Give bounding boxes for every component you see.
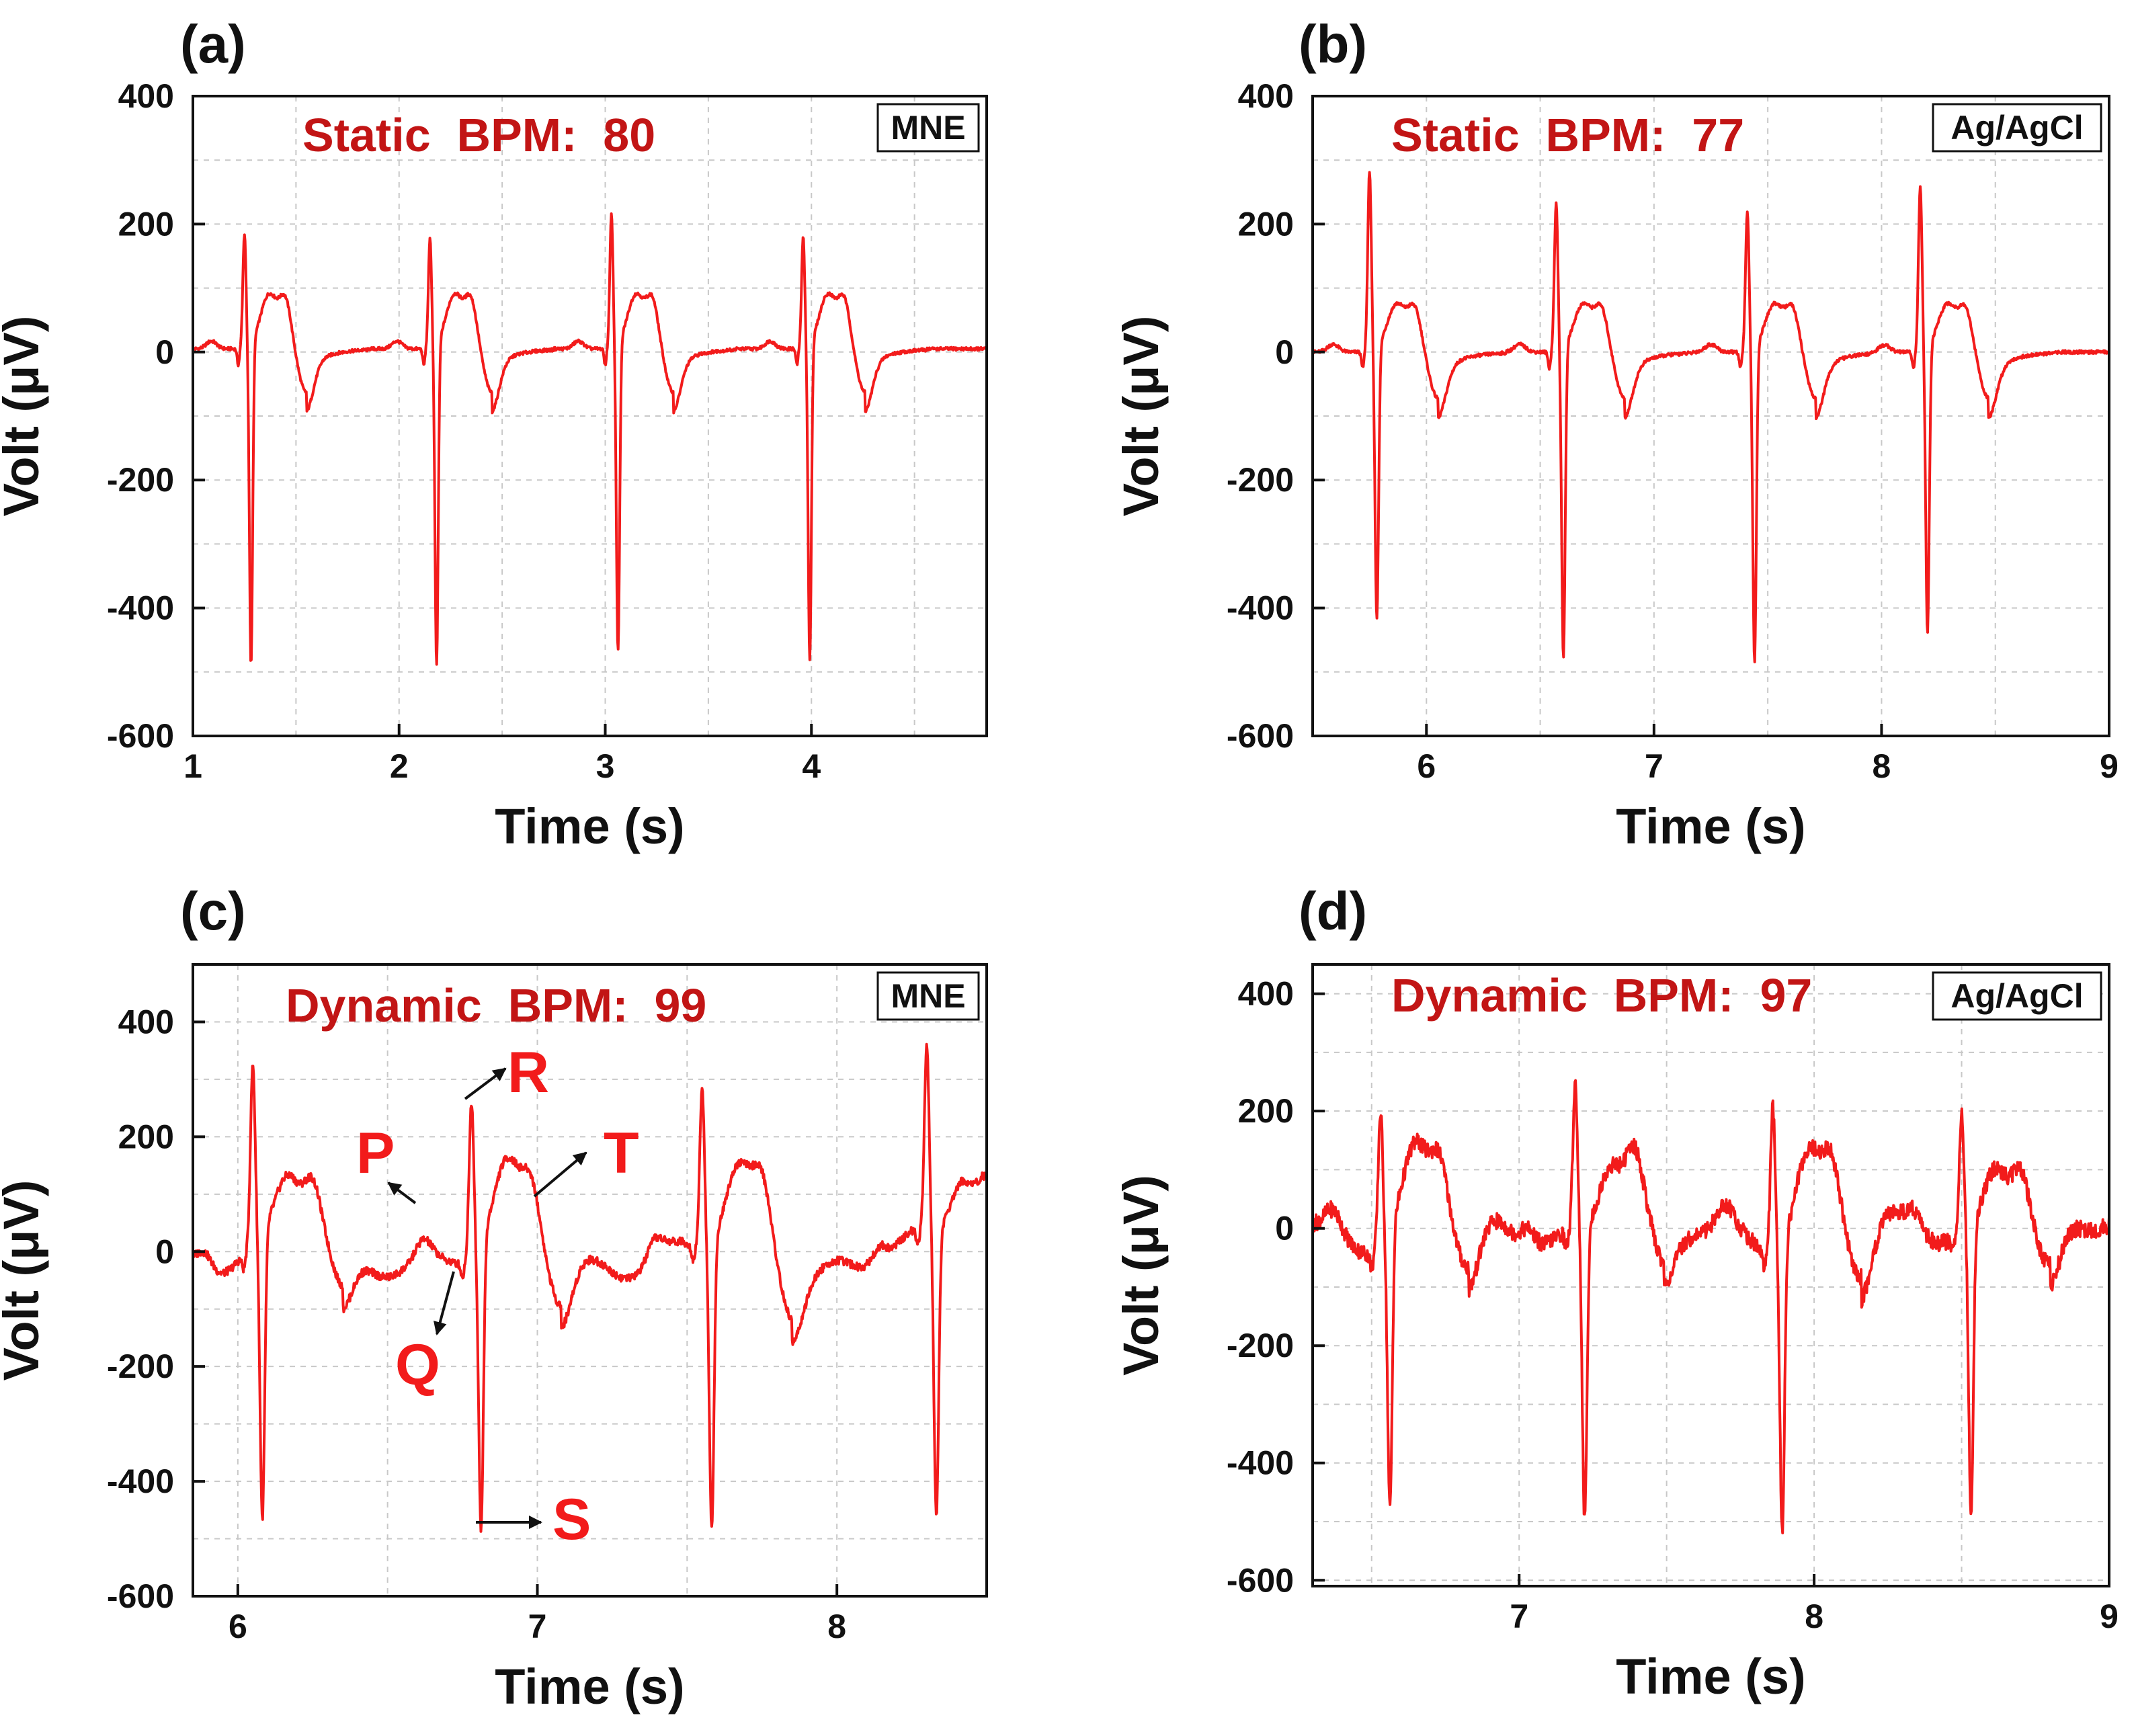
x-tick-label: 7: [1645, 747, 1663, 785]
x-tick-label: 6: [229, 1608, 247, 1645]
x-axis-label: Time (s): [1616, 1649, 1805, 1704]
legend-label: Ag/AgCl: [1950, 977, 2083, 1015]
x-axis-label: Time (s): [1616, 798, 1805, 854]
x-tick-label: 7: [528, 1608, 547, 1645]
y-axis-label: Volt (μV): [1113, 316, 1169, 517]
legend-box: [876, 103, 980, 153]
y-tick-label: -600: [107, 1577, 174, 1615]
bpm-annotation: Static BPM: 80: [302, 109, 655, 161]
x-tick-label: 9: [2100, 1598, 2119, 1635]
y-tick-label: 400: [1238, 77, 1294, 115]
legend-box: [1932, 971, 2102, 1021]
plot-frame: [192, 95, 988, 737]
x-tick-label: 9: [2100, 747, 2119, 785]
y-tick-label: 400: [118, 77, 174, 115]
x-tick-label: 7: [1510, 1598, 1528, 1635]
panel-letter-a: (a): [180, 14, 246, 74]
p-wave-label: P: [356, 1121, 395, 1186]
panel-letter-b: (b): [1299, 14, 1368, 74]
y-tick-label: -200: [1227, 461, 1294, 499]
legend-label: MNE: [891, 977, 965, 1015]
y-tick-label: -200: [1227, 1327, 1294, 1364]
y-axis-label: Volt (μV): [1113, 1175, 1169, 1376]
bpm-annotation: Dynamic BPM: 99: [286, 979, 706, 1032]
r-wave-arrow: [464, 1067, 507, 1100]
y-tick-label: 200: [1238, 205, 1294, 243]
x-tick-label: 3: [596, 747, 615, 785]
x-tick-label: 8: [1873, 747, 1891, 785]
y-tick-label: -400: [1227, 589, 1294, 627]
legend-box: [1932, 103, 2102, 153]
legend-label: MNE: [891, 109, 965, 147]
ecg-trace: [1313, 171, 2109, 663]
y-tick-label: -600: [107, 717, 174, 755]
panel-letter-d: (d): [1299, 881, 1368, 941]
y-tick-label: 0: [1275, 333, 1294, 371]
x-tick-label: 1: [183, 747, 202, 785]
ecg-trace: [1313, 1079, 2109, 1534]
y-tick-label: 200: [118, 205, 174, 243]
x-axis-label: Time (s): [495, 798, 684, 854]
x-axis-label: Time (s): [495, 1659, 684, 1714]
y-tick-label: 400: [118, 1003, 174, 1040]
t-wave-arrow: [533, 1151, 587, 1198]
y-tick-label: -200: [107, 1348, 174, 1385]
y-tick-label: 0: [1275, 1210, 1294, 1247]
y-tick-label: 200: [118, 1118, 174, 1155]
x-tick-label: 4: [802, 747, 821, 785]
y-tick-label: -400: [107, 1462, 174, 1500]
y-tick-label: -400: [107, 589, 174, 627]
plot-frame: [192, 963, 988, 1598]
bpm-annotation: Static BPM: 77: [1391, 109, 1744, 161]
t-wave-label: T: [604, 1121, 639, 1186]
y-tick-label: 200: [1238, 1092, 1294, 1130]
q-wave-arrow: [434, 1271, 455, 1335]
s-wave-label: S: [552, 1487, 591, 1552]
y-tick-label: -600: [1227, 717, 1294, 755]
q-wave-label: Q: [395, 1333, 440, 1397]
y-axis-label: Volt (μV): [0, 316, 49, 517]
bpm-annotation: Dynamic BPM: 97: [1391, 969, 1812, 1022]
x-tick-label: 8: [827, 1608, 846, 1645]
panel-letter-c: (c): [180, 881, 246, 941]
ecg-trace: [193, 212, 987, 666]
y-tick-label: 0: [155, 1233, 174, 1270]
y-tick-label: 0: [155, 333, 174, 371]
legend-label: Ag/AgCl: [1950, 109, 2083, 147]
y-tick-label: -400: [1227, 1444, 1294, 1482]
x-tick-label: 2: [390, 747, 409, 785]
plot-frame: [1311, 963, 2110, 1587]
y-tick-label: -200: [107, 461, 174, 499]
y-tick-label: -600: [1227, 1561, 1294, 1599]
r-wave-label: R: [507, 1040, 549, 1105]
p-wave-arrow: [387, 1182, 417, 1204]
x-tick-label: 6: [1417, 747, 1436, 785]
y-tick-label: 400: [1238, 975, 1294, 1013]
y-axis-label: Volt (μV): [0, 1180, 49, 1381]
x-tick-label: 8: [1805, 1598, 1823, 1635]
plot-frame: [1311, 95, 2110, 737]
legend-box: [876, 971, 980, 1021]
ecg-trace: [193, 1042, 987, 1533]
